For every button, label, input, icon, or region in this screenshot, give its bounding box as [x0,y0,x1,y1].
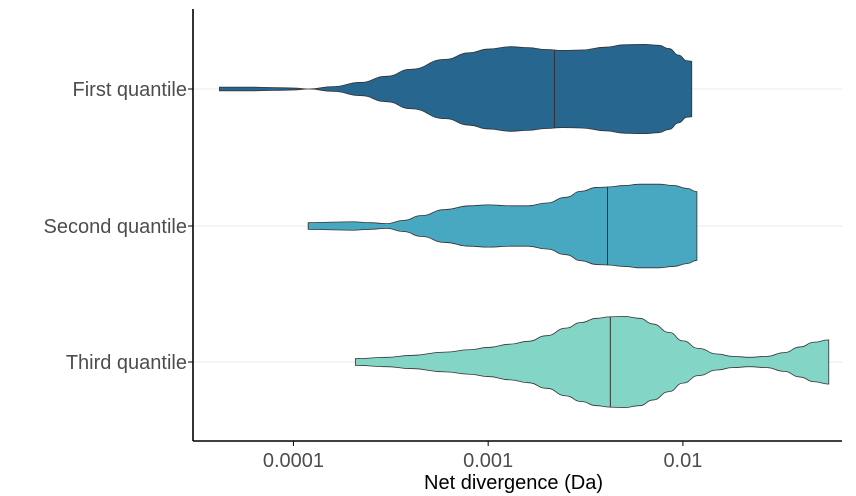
y-tick-label-1: First quantile [73,79,188,101]
x-tick-label-1: 0.0001 [263,450,324,472]
violin-2 [308,184,697,268]
violin-3 [355,316,828,407]
y-tick-label-3: Third quantile [66,352,187,374]
x-tick-label-3: 0.01 [663,450,702,472]
x-tick-label-2: 0.001 [463,450,513,472]
y-tick-label-2: Second quantile [44,216,187,238]
violin-1 [219,44,691,133]
x-axis-title: Net divergence (Da) [424,472,603,494]
